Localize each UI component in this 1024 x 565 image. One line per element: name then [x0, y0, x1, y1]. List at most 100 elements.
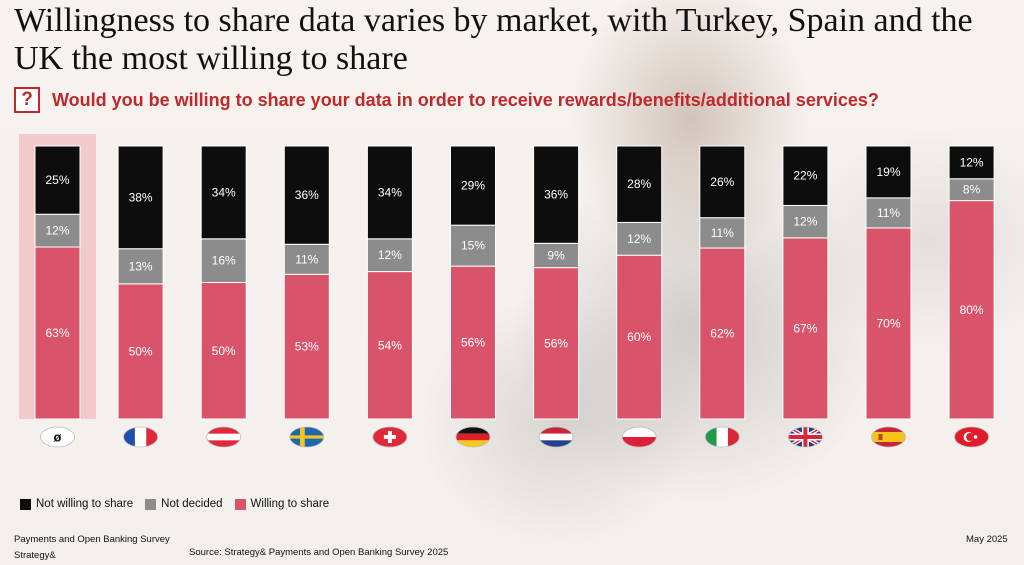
label-willing-france: 50% [129, 344, 153, 358]
label-not-willing-austria: 34% [212, 185, 236, 199]
label-willing-netherlands: 56% [544, 336, 568, 350]
bar-willing-sweden [283, 273, 330, 420]
bar-willing-italy [699, 247, 746, 420]
bar-willing-germany [450, 265, 496, 420]
legend-label-not-decided: Not decided [161, 498, 223, 510]
label-not-willing-uk: 22% [793, 169, 817, 183]
turkey-flag-icon [954, 426, 989, 448]
bar-not-willing-netherlands [533, 145, 580, 244]
page-title: Willingness to share data varies by mark… [14, 2, 973, 77]
average-badge: ø [40, 426, 75, 448]
label-not-decided-switzerland: 12% [378, 248, 402, 262]
bar-not-willing-sweden [283, 145, 330, 245]
label-not-decided-france: 13% [129, 259, 153, 273]
label-not-willing-netherlands: 36% [544, 188, 568, 202]
bar-not-willing-spain [865, 145, 912, 199]
bar-willing-austria [200, 282, 247, 420]
label-not-willing-sweden: 36% [295, 188, 319, 202]
label-willing-poland: 60% [627, 330, 651, 344]
label-not-willing-poland: 28% [627, 177, 651, 191]
bar-not-willing-austria [200, 145, 247, 240]
label-not-decided-average: 12% [45, 224, 69, 238]
legend-swatch-not-willing [20, 498, 31, 510]
label-not-decided-uk: 12% [793, 215, 817, 229]
bar-not-willing-average [34, 145, 81, 215]
label-not-decided-spain: 11% [877, 206, 900, 220]
footer-brand: Strategy& [14, 550, 56, 561]
tick-label-average: ø [54, 430, 62, 445]
label-willing-sweden: 53% [295, 340, 319, 354]
label-not-decided-italy: 11% [711, 226, 734, 240]
bar-willing-switzerland [366, 271, 413, 420]
label-not-decided-netherlands: 9% [547, 248, 565, 262]
bar-willing-france [117, 283, 164, 420]
label-not-willing-france: 38% [129, 190, 153, 204]
poland-flag-icon [621, 426, 657, 448]
germany-flag-icon [455, 426, 491, 448]
label-willing-average: 63% [45, 326, 69, 340]
label-not-decided-germany: 15% [461, 239, 485, 253]
footer-survey-name: Payments and Open Banking Survey [14, 534, 170, 545]
bar-not-willing-switzerland [366, 145, 413, 240]
footer-date: May 2025 [966, 534, 1008, 545]
bar-not-decided-sweden [283, 243, 330, 275]
switzerland-flag-icon [372, 426, 408, 448]
bar-not-decided-spain [865, 197, 912, 229]
legend-label-willing: Willing to share [250, 498, 330, 510]
bar-willing-turkey [948, 200, 995, 420]
legend-item-willing: Willing to share [234, 498, 330, 510]
bar-not-decided-austria [200, 238, 247, 284]
spain-flag-icon [871, 426, 906, 448]
bar-not-decided-uk [782, 204, 829, 239]
label-willing-spain: 70% [876, 316, 900, 330]
italy-flag-icon [704, 426, 740, 448]
bar-not-decided-germany [450, 224, 496, 267]
legend-item-not-willing: Not willing to share [20, 498, 133, 510]
sweden-flag-icon [289, 426, 325, 448]
label-not-decided-turkey: 8% [963, 183, 981, 197]
legend-swatch-willing [234, 498, 246, 510]
label-willing-switzerland: 54% [378, 338, 402, 352]
bar-not-willing-poland [616, 145, 663, 223]
bar-not-willing-uk [782, 145, 829, 206]
bar-not-decided-netherlands [533, 242, 580, 269]
label-not-willing-spain: 19% [876, 165, 900, 179]
label-not-decided-sweden: 11% [295, 252, 318, 266]
bar-not-willing-germany [450, 145, 496, 226]
label-willing-uk: 67% [793, 321, 817, 335]
label-not-decided-poland: 12% [627, 232, 651, 246]
footer-source: Source: Strategy& Payments and Open Bank… [189, 547, 449, 558]
label-willing-germany: 56% [461, 336, 485, 350]
label-not-willing-switzerland: 34% [378, 185, 402, 199]
bar-not-decided-switzerland [366, 238, 413, 273]
legend-item-not-decided: Not decided [145, 498, 223, 510]
bar-willing-spain [865, 227, 912, 420]
legend-label-not-willing: Not willing to share [36, 498, 134, 510]
uk-flag-icon [788, 426, 823, 448]
label-willing-austria: 50% [212, 344, 236, 358]
label-willing-turkey: 80% [960, 303, 984, 317]
bar-not-decided-france [117, 248, 164, 285]
legend-swatch-not-decided [145, 498, 157, 510]
bar-not-decided-average [34, 213, 81, 248]
austria-flag-icon [206, 426, 242, 448]
label-not-willing-italy: 26% [710, 175, 734, 189]
bar-not-willing-italy [699, 145, 746, 219]
bar-willing-netherlands [533, 267, 580, 420]
bar-willing-poland [616, 254, 663, 420]
chart-legend: Not willing to share Not decided Willing… [20, 498, 341, 510]
bar-willing-average [34, 246, 81, 420]
label-not-willing-germany: 29% [461, 179, 485, 193]
bar-not-willing-turkey [948, 145, 995, 180]
bar-not-willing-france [117, 145, 164, 250]
label-not-willing-turkey: 12% [960, 155, 984, 169]
label-not-decided-austria: 16% [212, 254, 236, 268]
bar-not-decided-poland [616, 221, 663, 256]
france-flag-icon [123, 426, 159, 448]
label-willing-italy: 62% [710, 327, 734, 341]
label-not-willing-average: 25% [45, 173, 69, 187]
question-mark-icon: ? [14, 87, 40, 113]
survey-question: Would you be willing to share your data … [52, 90, 879, 110]
